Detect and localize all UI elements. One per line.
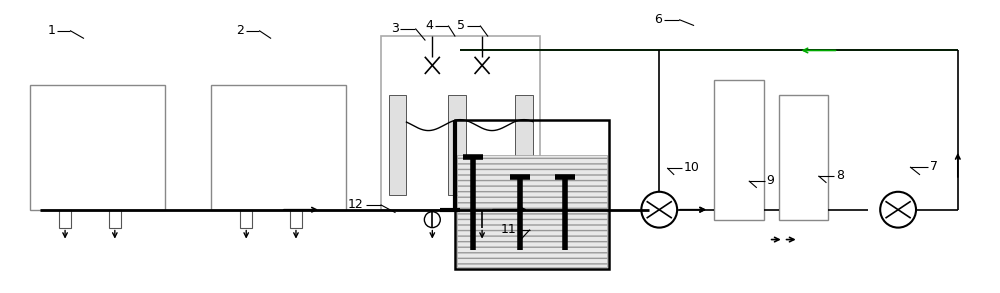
Text: 5: 5: [457, 19, 465, 32]
Bar: [389, 95, 406, 195]
Text: 1: 1: [47, 24, 55, 37]
Text: 9: 9: [767, 174, 775, 187]
Bar: [455, 120, 609, 270]
Text: 11: 11: [500, 223, 516, 236]
Text: 2: 2: [236, 24, 244, 37]
Bar: [457, 156, 607, 268]
Text: 12: 12: [348, 198, 364, 211]
Bar: [515, 95, 533, 195]
Text: 4: 4: [425, 19, 433, 32]
Text: 6: 6: [654, 13, 662, 26]
Bar: [30, 85, 165, 210]
Text: 8: 8: [836, 169, 844, 182]
Bar: [714, 80, 764, 220]
Text: 10: 10: [684, 161, 700, 174]
Text: 3: 3: [391, 22, 398, 35]
Bar: [240, 210, 252, 228]
Bar: [381, 35, 540, 210]
Bar: [109, 210, 121, 228]
Bar: [59, 210, 71, 228]
Bar: [448, 95, 466, 195]
Text: 7: 7: [930, 160, 938, 173]
Bar: [779, 95, 828, 220]
Bar: [211, 85, 346, 210]
Bar: [290, 210, 302, 228]
